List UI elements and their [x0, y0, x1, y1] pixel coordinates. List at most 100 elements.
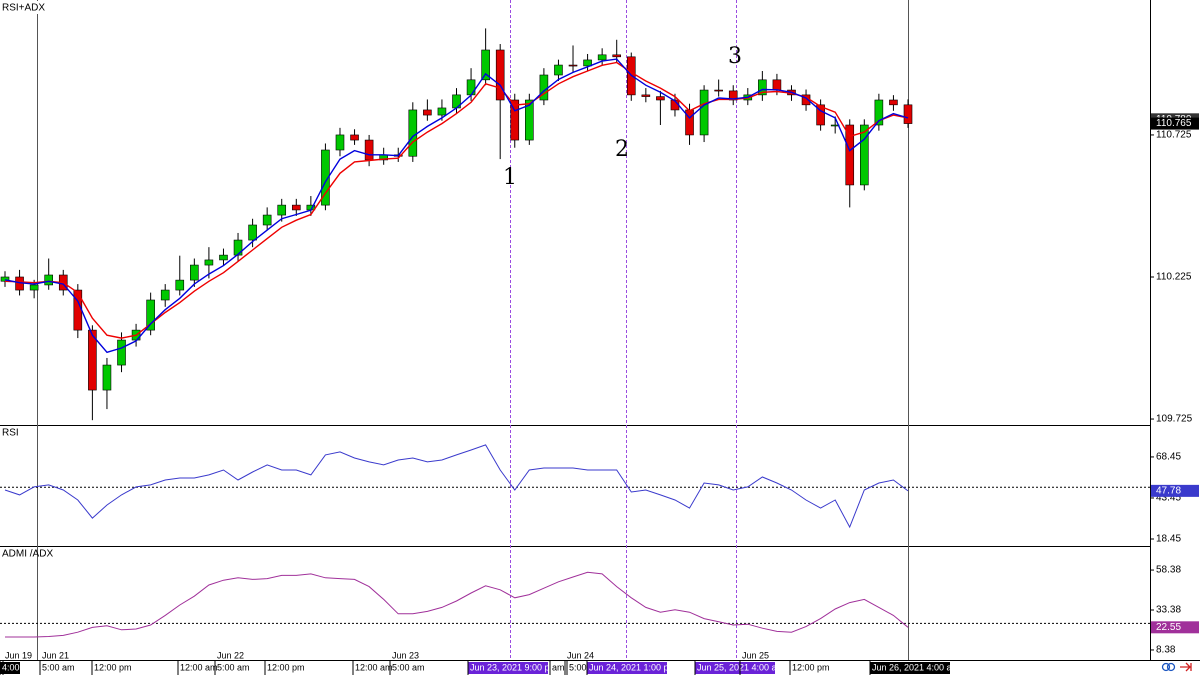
candle-body	[641, 94, 651, 97]
candle-body	[175, 279, 185, 291]
current-value-label: 47.78	[1156, 486, 1181, 497]
frame	[0, 0, 1200, 661]
candle-body	[874, 99, 884, 126]
candle-body	[364, 139, 374, 161]
candle-body	[510, 99, 520, 141]
candle-body	[525, 99, 534, 141]
x-tick-label: Jun 25, 2021 4:00 am	[697, 662, 784, 672]
candle-body	[204, 259, 214, 266]
candle-body	[860, 124, 869, 186]
y-tick-label: 43.45	[1156, 493, 1181, 504]
last-price-label-box	[1151, 117, 1199, 130]
candle-body	[656, 96, 665, 101]
y-tick-label: 33.38	[1156, 605, 1181, 616]
candle-body	[291, 204, 301, 211]
panel-title: RSI	[2, 428, 19, 439]
x-tick-label: Jun 21	[42, 650, 69, 660]
candle-body	[903, 104, 913, 124]
candle-body	[772, 79, 782, 91]
candle-body	[612, 54, 622, 58]
candle-body	[219, 254, 228, 261]
y-tick-label: 58.38	[1156, 565, 1181, 576]
panel-title: ADMI /ADX	[2, 549, 53, 560]
y-tick-label: 110.225	[1156, 272, 1192, 283]
candle-body	[146, 299, 155, 331]
y-tick-label: 109.725	[1156, 414, 1193, 425]
candle-body	[554, 64, 563, 76]
y-tick-label: 110.725	[1156, 130, 1192, 141]
x-tick-label: 12:00 pm	[94, 662, 132, 672]
x-tick-label: Jun 25	[742, 650, 769, 660]
annotation: 2	[615, 137, 629, 162]
x-tick-label: 5:00 am	[42, 662, 75, 672]
candle-body	[321, 149, 330, 206]
candle-body	[714, 89, 723, 92]
x-tick-label: Jun 19	[5, 650, 32, 660]
x-label-box	[870, 662, 950, 674]
candle-body	[44, 274, 53, 286]
x-tick-label: am	[552, 662, 565, 672]
candle-body	[350, 134, 359, 141]
candle-body	[568, 64, 578, 67]
candle-body	[495, 49, 505, 101]
candle-body	[583, 59, 592, 67]
title-bg	[0, 1, 38, 14]
indicator-line	[4, 444, 909, 529]
candle-body	[481, 49, 490, 81]
current-value-label-box	[1151, 484, 1199, 497]
footer-icons	[1161, 662, 1192, 672]
x-tick-label: Jun 24	[567, 650, 594, 660]
x-tick-label: Jun 23, 2021 9:00 pm	[470, 662, 557, 672]
candle-body	[117, 339, 126, 366]
x-tick-label: 4:00	[2, 662, 20, 672]
candle-body	[889, 99, 898, 106]
last-price-label: 110.765	[1156, 118, 1192, 129]
candle-body	[699, 89, 709, 136]
indicator-line	[5, 571, 909, 638]
candle-body	[160, 289, 170, 301]
x-tick-label: 5:00 am	[569, 662, 602, 672]
x-tick-label: Jun 24, 2021 1:00 pm	[589, 662, 676, 672]
candle-body	[758, 79, 767, 96]
x-tick-label: Jun 26, 2021 4:00 am	[872, 662, 959, 672]
x-label-box	[468, 662, 548, 674]
candle-body	[29, 284, 39, 291]
x-tick-label: 12:00 pm	[267, 662, 305, 672]
candle-body	[437, 107, 447, 116]
candle-body	[423, 109, 432, 116]
x-label-box	[587, 662, 667, 674]
annotation: 3	[728, 44, 742, 69]
candle-body	[845, 124, 855, 186]
x-tick-label: 5:00 am	[217, 662, 250, 672]
candle-body	[466, 79, 476, 96]
x-label-box	[695, 662, 775, 674]
scroll-icon[interactable]	[1180, 662, 1192, 672]
candle-body	[408, 109, 418, 157]
link-icon[interactable]	[1166, 662, 1176, 672]
candle-body	[73, 289, 83, 331]
y-tick-label: 68.45	[1156, 452, 1181, 463]
candle-body	[262, 214, 272, 226]
x-tick-label: 5:00 am	[392, 662, 425, 672]
current-value-label-box	[1151, 621, 1199, 634]
x-tick-label: 12:00 pm	[792, 662, 830, 672]
annotation: 1	[503, 165, 517, 190]
candle-body	[816, 104, 825, 126]
link-icon[interactable]	[1161, 662, 1171, 672]
candle-body	[190, 264, 199, 281]
candle-body	[0, 276, 10, 282]
candle-body	[277, 204, 287, 216]
x-label-box	[0, 662, 20, 674]
y-tick-label: 8.38	[1156, 645, 1176, 656]
x-tick-label: Jun 23	[392, 650, 419, 660]
x-tick-label: Jun 22	[217, 650, 244, 660]
candle-body	[88, 329, 97, 391]
y-tick-label: 18.45	[1156, 534, 1181, 545]
candle-body	[335, 134, 345, 151]
panel-title: RSI+ADX	[2, 3, 45, 14]
x-tick-label: 12:00 am	[180, 662, 218, 672]
moving-average	[4, 58, 909, 354]
